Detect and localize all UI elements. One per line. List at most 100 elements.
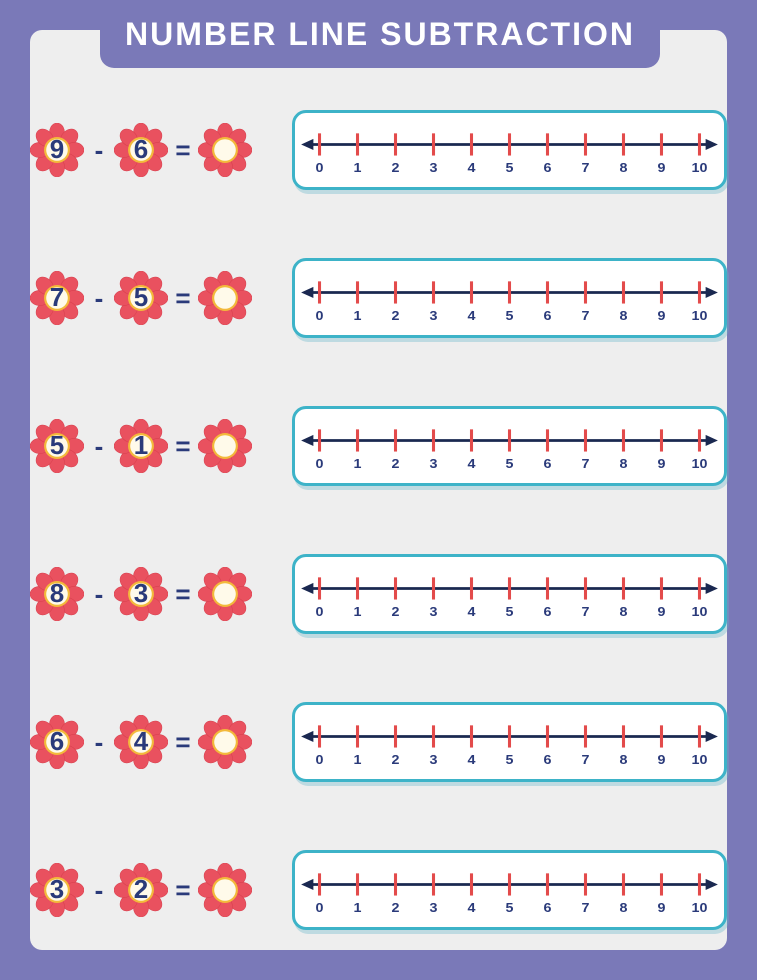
svg-text:1: 1 <box>354 309 362 323</box>
minus-operator: - <box>90 875 108 906</box>
minus-operator: - <box>90 431 108 462</box>
svg-text:4: 4 <box>468 309 476 323</box>
svg-text:2: 2 <box>392 901 400 915</box>
flower-answer[interactable] <box>198 715 252 769</box>
flower-number: 3 <box>50 874 64 905</box>
flower-answer[interactable] <box>198 123 252 177</box>
number-line[interactable]: 012345678910 <box>292 554 727 634</box>
number-line[interactable]: 012345678910 <box>292 110 727 190</box>
flower-number: 4 <box>134 726 148 757</box>
svg-text:7: 7 <box>582 309 590 323</box>
problem-row: 7- 5= 012345678910 <box>30 248 727 348</box>
svg-text:7: 7 <box>582 161 590 175</box>
worksheet-page: NUMBER LINE SUBTRACTION 9 - 6 = 0 1 2 3 4 5 6 7 8 9… <box>0 0 757 980</box>
svg-text:1: 1 <box>354 605 362 619</box>
number-line[interactable]: 012345678910 <box>292 406 727 486</box>
flower-a: 3 <box>30 863 84 917</box>
problem-row: 5- 1= 012345678910 <box>30 396 727 496</box>
flower-a: 7 <box>30 271 84 325</box>
svg-text:6: 6 <box>544 309 552 323</box>
svg-text:5: 5 <box>506 605 514 619</box>
svg-text:1: 1 <box>354 161 362 175</box>
svg-text:8: 8 <box>620 901 628 915</box>
flower-b: 5 <box>114 271 168 325</box>
flower-b: 1 <box>114 419 168 473</box>
flower-number: 8 <box>50 578 64 609</box>
svg-text:9: 9 <box>658 161 666 175</box>
equation: 5- 1 = <box>30 419 280 473</box>
equals-operator: = <box>174 727 192 758</box>
svg-text:10: 10 <box>692 753 708 767</box>
svg-text:2: 2 <box>392 457 400 471</box>
svg-text:6: 6 <box>544 901 552 915</box>
equals-operator: = <box>174 283 192 314</box>
svg-text:5: 5 <box>506 753 514 767</box>
flower-answer[interactable] <box>198 863 252 917</box>
minus-operator: - <box>90 579 108 610</box>
svg-text:5: 5 <box>506 901 514 915</box>
flower-number: 5 <box>134 282 148 313</box>
svg-text:6: 6 <box>544 457 552 471</box>
flower-a: 5 <box>30 419 84 473</box>
svg-text:5: 5 <box>506 309 514 323</box>
svg-text:3: 3 <box>430 753 438 767</box>
flower-number: 9 <box>50 134 64 165</box>
svg-text:5: 5 <box>506 457 514 471</box>
flower-b: 6 <box>114 123 168 177</box>
svg-text:10: 10 <box>692 457 708 471</box>
svg-text:4: 4 <box>468 753 476 767</box>
flower-number: 2 <box>134 874 148 905</box>
svg-text:0: 0 <box>316 161 324 175</box>
equals-operator: = <box>174 135 192 166</box>
equals-operator: = <box>174 431 192 462</box>
svg-text:7: 7 <box>582 901 590 915</box>
problem-row: 6- 4= 012345678910 <box>30 692 727 792</box>
svg-text:9: 9 <box>658 753 666 767</box>
svg-text:0: 0 <box>316 457 324 471</box>
flower-b: 2 <box>114 863 168 917</box>
svg-text:3: 3 <box>430 901 438 915</box>
number-line[interactable]: 012345678910 <box>292 258 727 338</box>
flower-number: 1 <box>134 430 148 461</box>
flower-number: 6 <box>134 134 148 165</box>
svg-text:10: 10 <box>692 901 708 915</box>
svg-text:3: 3 <box>430 457 438 471</box>
svg-text:2: 2 <box>392 161 400 175</box>
equation: 3- 2 = <box>30 863 280 917</box>
equation: 6- 4 = <box>30 715 280 769</box>
svg-text:4: 4 <box>468 457 476 471</box>
svg-text:9: 9 <box>658 309 666 323</box>
svg-text:8: 8 <box>620 753 628 767</box>
flower-number: 5 <box>50 430 64 461</box>
number-line[interactable]: 012345678910 <box>292 702 727 782</box>
equals-operator: = <box>174 875 192 906</box>
svg-text:7: 7 <box>582 753 590 767</box>
minus-operator: - <box>90 727 108 758</box>
svg-text:8: 8 <box>620 309 628 323</box>
svg-text:10: 10 <box>692 161 708 175</box>
flower-number: 3 <box>134 578 148 609</box>
svg-text:3: 3 <box>430 161 438 175</box>
svg-text:6: 6 <box>544 161 552 175</box>
svg-text:1: 1 <box>354 901 362 915</box>
svg-text:2: 2 <box>392 753 400 767</box>
equals-operator: = <box>174 579 192 610</box>
number-line[interactable]: 012345678910 <box>292 850 727 930</box>
svg-text:9: 9 <box>658 605 666 619</box>
svg-text:0: 0 <box>316 605 324 619</box>
flower-answer[interactable] <box>198 567 252 621</box>
flower-answer[interactable] <box>198 419 252 473</box>
flower-a: 8 <box>30 567 84 621</box>
svg-text:6: 6 <box>544 605 552 619</box>
equation: 7- 5= <box>30 271 280 325</box>
flower-number: 6 <box>50 726 64 757</box>
svg-text:3: 3 <box>430 309 438 323</box>
svg-text:9: 9 <box>658 457 666 471</box>
flower-answer[interactable] <box>198 271 252 325</box>
title-tab: NUMBER LINE SUBTRACTION <box>100 0 660 68</box>
svg-text:5: 5 <box>506 161 514 175</box>
equation: 8- 3 = <box>30 567 280 621</box>
svg-text:2: 2 <box>392 605 400 619</box>
page-title: NUMBER LINE SUBTRACTION <box>125 16 635 53</box>
svg-text:0: 0 <box>316 901 324 915</box>
